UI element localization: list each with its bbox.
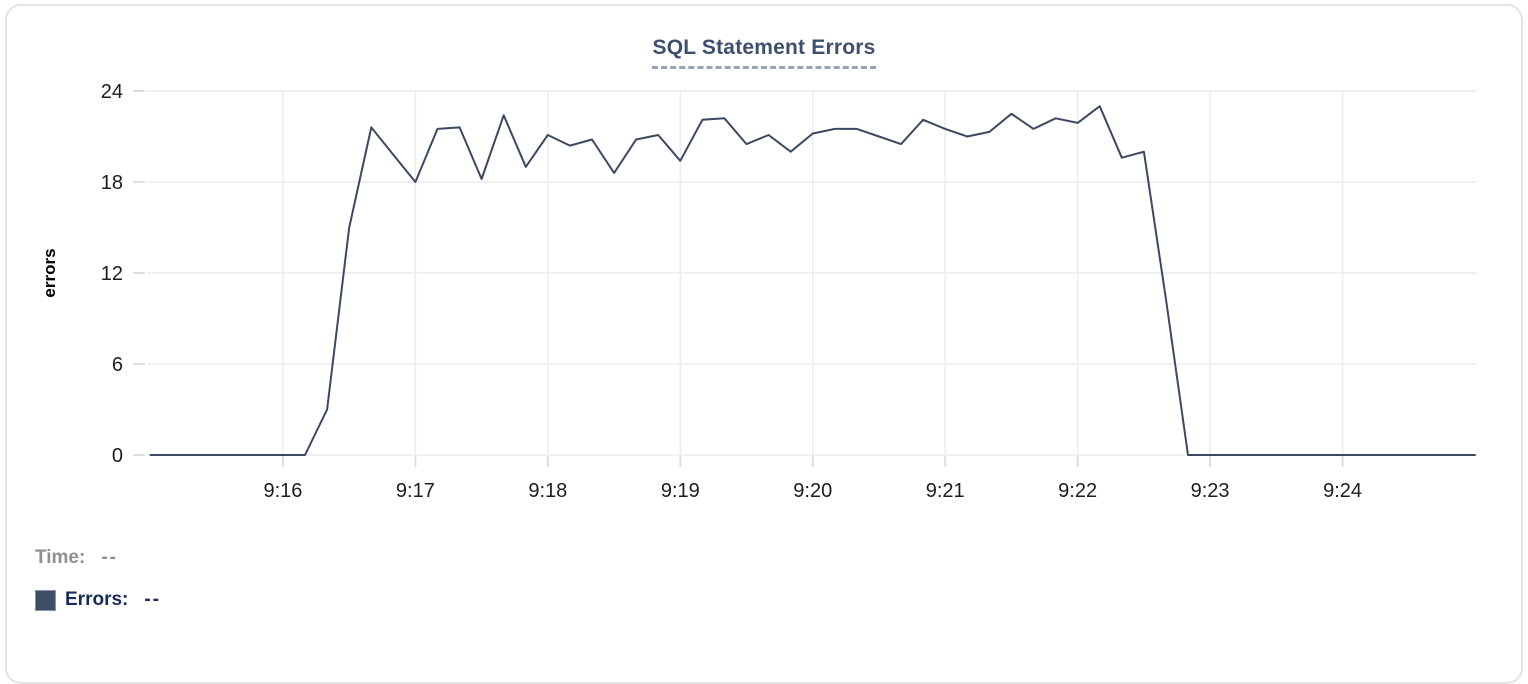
x-tick-label: 9:20 — [793, 480, 832, 502]
y-tick-label: 12 — [101, 263, 123, 285]
errors-series-line — [149, 105, 1476, 456]
time-value: -- — [101, 547, 118, 568]
x-tick-label: 9:19 — [661, 480, 700, 502]
x-tick-label: 9:16 — [263, 480, 302, 502]
time-label: Time: — [35, 547, 86, 568]
x-tick-label: 9:18 — [528, 480, 567, 502]
x-tick-label: 9:22 — [1058, 480, 1097, 502]
y-tick-label: 18 — [101, 172, 123, 194]
x-tick-label: 9:21 — [926, 480, 965, 502]
chart-header: SQL Statement Errors — [7, 36, 1521, 69]
y-axis-title: errors — [40, 248, 59, 297]
errors-value: -- — [144, 589, 162, 610]
chart-footer: Time: -- Errors: -- — [35, 544, 161, 614]
x-tick-label: 9:17 — [396, 480, 435, 502]
x-tick-label: 9:24 — [1323, 480, 1362, 502]
chart-title-link[interactable]: SQL Statement Errors — [652, 36, 876, 69]
errors-series-swatch — [35, 589, 56, 611]
y-tick-label: 6 — [112, 354, 123, 376]
y-tick-label: 0 — [112, 445, 123, 467]
sql-statement-errors-chart: 0 6 12 18 24 9:16 9:17 9:18 9:19 9:20 9:21 9:22 9:23… — [40, 81, 1477, 502]
errors-label: Errors: — [65, 589, 129, 610]
tooltip-time-row: Time: -- — [35, 544, 161, 572]
legend-item-errors[interactable]: Errors: -- — [35, 586, 161, 614]
x-tick-label: 9:23 — [1191, 480, 1230, 502]
chart-card: SQL Statement Errors 0 6 12 18 24 9:16 9:17 9:1… — [5, 4, 1523, 684]
y-tick-label: 24 — [101, 81, 123, 103]
